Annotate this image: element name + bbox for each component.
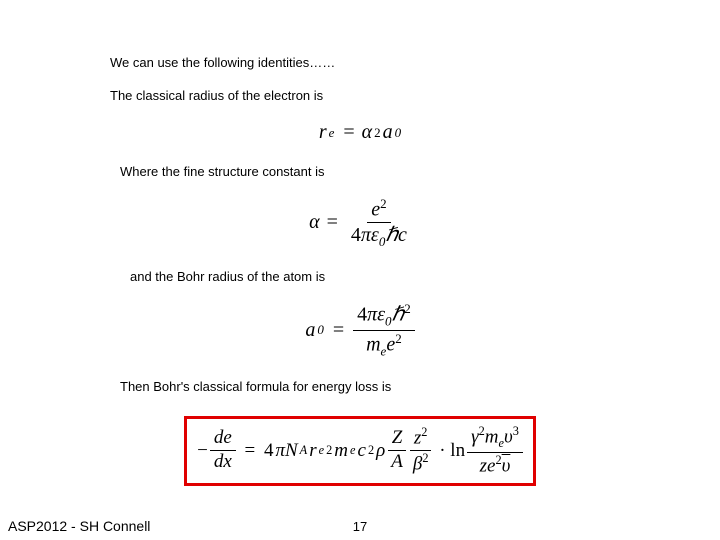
equation-energy-loss-boxed: − de dx = 4πNAre2mec2ρ Z A z2 β2 · ln γ2… — [110, 412, 610, 486]
equation-classical-radius: re = α2a0 — [110, 121, 610, 144]
equation-fine-structure: α = e2 4πε0ℏc — [110, 197, 610, 249]
intro-line-4: and the Bohr radius of the atom is — [130, 269, 610, 284]
intro-line-1: We can use the following identities…… — [110, 55, 610, 70]
intro-line-2: The classical radius of the electron is — [110, 88, 610, 103]
footer-page-number: 17 — [0, 519, 720, 534]
equation-bohr-radius: a0 = 4πε0ℏ2 mee2 — [110, 302, 610, 359]
intro-line-5: Then Bohr's classical formula for energy… — [120, 379, 610, 394]
intro-line-3: Where the fine structure constant is — [120, 164, 610, 179]
